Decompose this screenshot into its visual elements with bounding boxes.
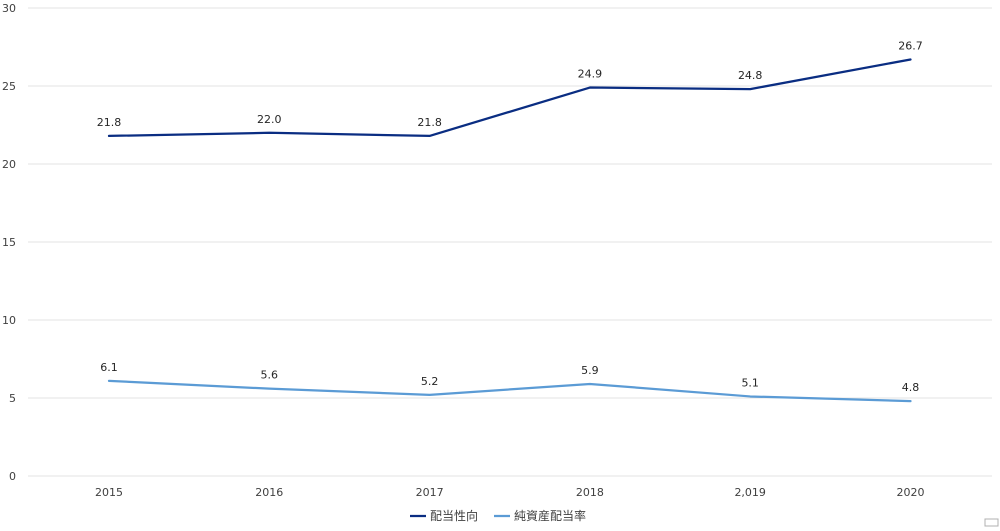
y-tick-label: 30 [2, 2, 16, 15]
series-layer [107, 58, 912, 403]
legend: 配当性向 純資産配当率 [410, 508, 586, 523]
y-tick-label: 5 [9, 392, 16, 405]
series-line-0 [107, 58, 912, 138]
y-tick-label: 15 [2, 236, 16, 249]
legend-label: 配当性向 [430, 508, 478, 523]
data-label: 21.8 [97, 116, 122, 129]
y-tick-label: 0 [9, 470, 16, 483]
data-label: 6.1 [100, 361, 118, 374]
x-tick-label: 2018 [576, 486, 604, 499]
data-label: 5.1 [741, 376, 759, 389]
x-tick-label: 2015 [95, 486, 123, 499]
legend-label: 純資産配当率 [514, 508, 586, 523]
data-label: 5.2 [421, 375, 439, 388]
x-axis-ticks: 2015 2016 2017 2018 2,019 2020 [95, 486, 925, 499]
y-tick-label: 20 [2, 158, 16, 171]
x-tick-label: 2020 [897, 486, 925, 499]
y-axis-ticks: 0 5 10 15 20 25 30 [2, 2, 16, 483]
data-label: 24.9 [578, 68, 603, 81]
data-label: 5.9 [581, 364, 599, 377]
data-label: 26.7 [898, 39, 923, 52]
x-tick-label: 2,019 [734, 486, 766, 499]
data-label: 22.0 [257, 113, 282, 126]
data-label: 4.8 [902, 381, 920, 394]
data-label: 21.8 [417, 116, 442, 129]
y-tick-label: 10 [2, 314, 16, 327]
y-tick-label: 25 [2, 80, 16, 93]
x-tick-label: 2017 [416, 486, 444, 499]
data-label: 5.6 [261, 369, 279, 382]
corner-handle [984, 518, 999, 527]
data-labels: 21.8 22.0 21.8 24.9 24.8 26.7 6.1 5.6 5.2 5.9 5.1 4… [97, 39, 923, 394]
series-line-1 [107, 379, 912, 403]
x-tick-label: 2016 [255, 486, 283, 499]
data-label: 24.8 [738, 69, 763, 82]
grid-layer [28, 7, 992, 477]
